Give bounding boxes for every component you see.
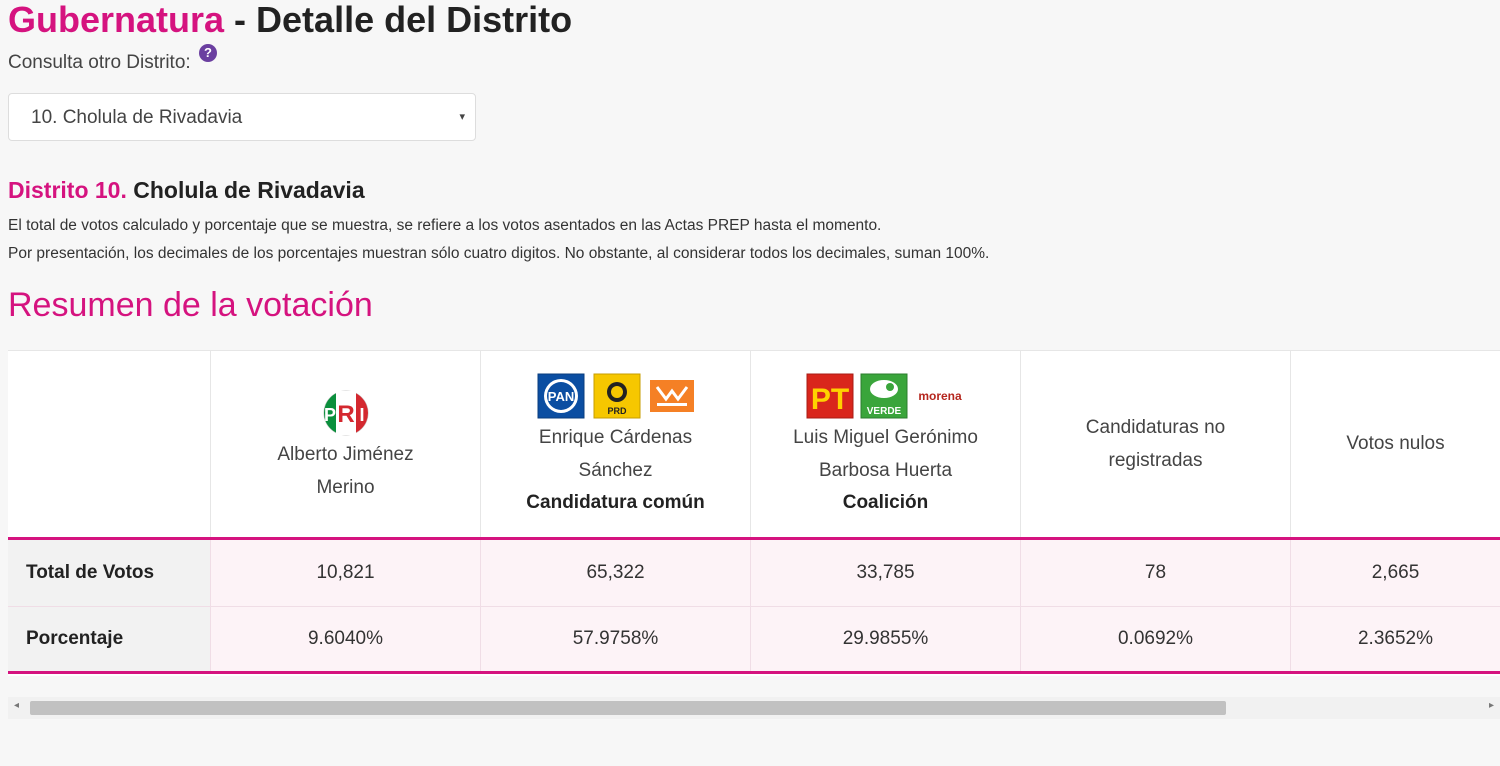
candidate-name-line1: Luis Miguel Gerónimo: [793, 427, 978, 448]
note-votes: El total de votos calculado y porcentaje…: [8, 217, 882, 234]
district-prefix: Distrito 10.: [8, 177, 127, 203]
pan-logo-icon: PAN: [537, 373, 584, 419]
svg-text:I: I: [359, 405, 364, 425]
pri-logo-icon: R P I: [323, 390, 368, 436]
note-decimals: Por presentación, los decimales de los p…: [8, 245, 990, 262]
district-name: Cholula de Rivadavia: [126, 177, 365, 203]
district-select-value: 10. Cholula de Rivadavia: [31, 107, 243, 128]
scroll-left-icon[interactable]: ◂: [14, 700, 20, 711]
candidate-name-line2: Merino: [316, 477, 375, 498]
svg-text:P: P: [323, 405, 335, 425]
svg-text:VERDE: VERDE: [866, 406, 901, 417]
page-title-accent: Gubernatura: [8, 0, 225, 40]
chevron-down-icon: ▾: [459, 111, 465, 123]
header-cell-empty: [8, 351, 211, 537]
prd-logo-icon: PRD: [593, 373, 640, 419]
party-logos: PT VERDE morena: [751, 373, 1020, 419]
header-cell-votos-nulos: Votos nulos: [1291, 351, 1500, 537]
section-title: Resumen de la votación: [8, 286, 373, 324]
svg-text:PT: PT: [810, 383, 848, 416]
table-cell: 29.9855%: [751, 607, 1021, 671]
scroll-right-icon[interactable]: ▸: [1488, 700, 1494, 711]
column-label-line2: registradas: [1108, 450, 1203, 471]
page-title: Gubernatura - Detalle del Distrito: [8, 0, 572, 40]
column-label: Votos nulos: [1346, 433, 1445, 454]
candidate-name-line1: Alberto Jiménez: [277, 444, 414, 465]
pt-logo-icon: PT: [806, 373, 853, 419]
results-table: R P I Alberto Jiménez Merino PAN PRD: [8, 350, 1500, 676]
page-title-rest: - Detalle del Distrito: [224, 0, 573, 40]
svg-text:PAN: PAN: [547, 389, 573, 404]
table-cell: 0.0692%: [1021, 607, 1291, 671]
table-cell: 33,785: [751, 540, 1021, 606]
candidate-name-line2: Sánchez: [578, 460, 653, 481]
morena-logo-icon: morena: [918, 389, 962, 403]
candidate-name-line2: Barbosa Huerta: [818, 460, 953, 481]
help-icon[interactable]: ?: [198, 44, 217, 62]
row-separator: [8, 606, 1500, 607]
table-row-total-votos: Total de Votos 10,821 65,322 33,785 78 2…: [8, 540, 1500, 606]
district-select[interactable]: 10. Cholula de Rivadavia ▾: [8, 93, 476, 141]
table-cell: 2.3652%: [1357, 628, 1433, 649]
table-divider-top: [8, 537, 1500, 540]
party-logos: PAN PRD: [481, 373, 750, 419]
verde-logo-icon: VERDE: [860, 373, 907, 419]
table-cell: 10,821: [211, 540, 481, 606]
table-cell: 78: [1021, 540, 1291, 606]
table-cell: 9.6040%: [211, 607, 481, 671]
coalition-tag: Coalición: [842, 492, 929, 513]
header-cell-candidate-1: R P I Alberto Jiménez Merino: [211, 351, 481, 537]
header-cell-candidate-3: PT VERDE morena Luis Miguel Gerónimo Bar…: [751, 351, 1021, 537]
table-divider-bottom: [8, 671, 1500, 674]
mc-logo-icon: [649, 380, 694, 412]
column-label-line1: Candidaturas no: [1085, 417, 1226, 438]
svg-text:PRD: PRD: [607, 406, 627, 416]
horizontal-scrollbar[interactable]: ◂ ▸: [8, 697, 1500, 719]
header-cell-candidate-2: PAN PRD Enrique Cárdenas Sánchez Candida…: [481, 351, 751, 537]
consulta-text: Consulta otro Distrito:: [8, 52, 191, 73]
table-cell: 57.9758%: [481, 607, 751, 671]
svg-text:R: R: [337, 401, 354, 428]
table-row-porcentaje: Porcentaje 9.6040% 57.9758% 29.9855% 0.0…: [8, 607, 1500, 671]
table-cell: 2,665: [1371, 562, 1420, 583]
svg-text:morena: morena: [918, 389, 962, 403]
district-heading: Distrito 10. Cholula de Rivadavia: [8, 177, 365, 204]
table-cell: 65,322: [481, 540, 751, 606]
scrollbar-thumb[interactable]: [30, 701, 1226, 715]
candidate-name-line1: Enrique Cárdenas: [538, 427, 693, 448]
party-logos: R P I: [211, 389, 480, 437]
consulta-label: Consulta otro Distrito: ?: [8, 44, 217, 74]
row-label: Total de Votos: [8, 540, 211, 606]
header-cell-no-registradas: Candidaturas no registradas: [1021, 351, 1291, 537]
candidature-tag: Candidatura común: [526, 492, 705, 513]
row-label: Porcentaje: [8, 607, 211, 671]
